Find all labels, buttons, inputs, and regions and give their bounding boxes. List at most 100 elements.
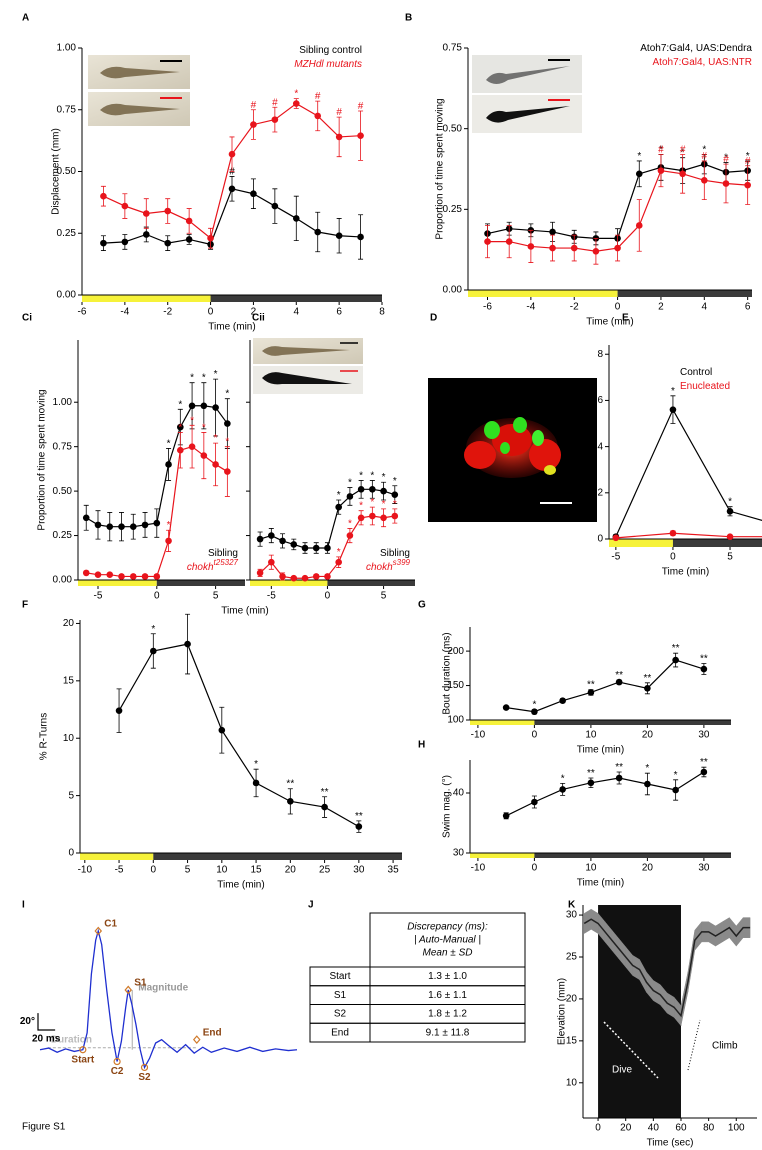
significance-mark: *: [294, 89, 298, 100]
legend-entry: chokht25327: [187, 558, 239, 573]
x-tick-label: 10: [585, 863, 597, 874]
data-point: [121, 202, 129, 210]
data-point: [502, 704, 510, 711]
x-tick-label: 10: [216, 865, 228, 876]
y-tick-label: 0.50: [57, 166, 77, 177]
data-point: [669, 529, 677, 537]
significance-mark: *: [190, 373, 194, 384]
keypoint-label: S2: [138, 1072, 151, 1083]
microscopy-image: [428, 378, 597, 522]
data-point: [314, 112, 322, 120]
significance-mark: *: [348, 518, 352, 529]
significance-mark: *: [151, 624, 155, 635]
significance-mark: **: [615, 670, 623, 681]
x-tick-label: 4: [702, 302, 708, 313]
data-point: [335, 133, 343, 141]
data-point: [164, 207, 172, 215]
data-point: [250, 190, 257, 198]
legend-entry: Enucleated: [680, 381, 730, 392]
legend-label: Control: [680, 367, 712, 378]
data-point: [570, 244, 578, 252]
x-tick-label: 6: [336, 307, 342, 318]
significance-mark: **: [700, 654, 708, 665]
significance-mark: *: [724, 153, 728, 164]
data-point: [527, 243, 535, 250]
keypoint-label: End: [203, 1027, 222, 1038]
x-tick-label: 0: [615, 302, 621, 313]
data-point: [118, 573, 125, 580]
significance-mark: *: [337, 490, 341, 501]
y-tick-label: 15: [566, 1035, 578, 1046]
data-point: [587, 689, 595, 696]
data-point: [121, 238, 129, 246]
data-point: [207, 234, 214, 242]
significance-mark: **: [643, 673, 651, 684]
keypoint: [94, 926, 103, 936]
data-point: [129, 573, 137, 580]
significance-mark: *: [225, 437, 229, 448]
data-point: [635, 170, 643, 178]
series-line: [615, 532, 762, 539]
light-period: [82, 295, 211, 302]
y-axis-label: Proportion of time spent moving: [435, 98, 446, 239]
data-point: [669, 406, 677, 413]
data-point: [722, 180, 730, 187]
data-point: [335, 558, 342, 566]
x-tick-label: -2: [570, 302, 579, 313]
data-point: [357, 233, 364, 241]
y-tick-label: 15: [63, 675, 75, 686]
y-axis-label: Displacement (mm): [51, 128, 62, 215]
significance-mark: *: [359, 501, 363, 512]
table-cell: 1.3 ± 1.0: [428, 971, 467, 982]
legend-label: chokh: [366, 562, 393, 573]
x-tick-label: 20: [285, 865, 297, 876]
panel-label: A: [22, 13, 29, 24]
panel-label: I: [22, 900, 25, 911]
table-cell: 1.6 ± 1.1: [428, 990, 467, 1001]
panel-label: Ci: [22, 313, 32, 324]
x-axis-label: Time (min): [208, 322, 255, 333]
x-tick-label: 0: [595, 1123, 601, 1134]
scale-label: 20°: [20, 1016, 35, 1027]
data-point: [531, 798, 538, 806]
data-point: [357, 486, 365, 493]
climb-guide: [687, 1019, 701, 1071]
y-tick-label: 5: [68, 790, 74, 801]
table-cell: S2: [334, 1009, 347, 1020]
x-tick-label: -6: [483, 302, 492, 313]
x-tick-label: 8: [379, 307, 385, 318]
legend-superscript: t25327: [214, 558, 239, 567]
significance-mark: *: [178, 399, 182, 410]
data-point: [549, 244, 556, 252]
x-tick-label: -5: [115, 865, 124, 876]
panel-label: K: [568, 900, 576, 911]
x-tick-label: 10: [585, 730, 597, 741]
x-tick-label: 0: [151, 865, 157, 876]
significance-mark: *: [645, 763, 649, 774]
data-point: [224, 420, 231, 427]
data-point: [100, 239, 107, 247]
data-point: [153, 573, 161, 580]
keypoint-label: S1: [134, 978, 147, 989]
data-point: [700, 768, 708, 776]
x-tick-label: 100: [728, 1123, 745, 1134]
data-point: [484, 238, 491, 245]
data-point: [380, 487, 387, 495]
annotation: Duration: [51, 1034, 92, 1045]
legend-entry: Sibling control: [299, 45, 362, 56]
significance-mark: **: [355, 811, 363, 822]
significance-mark: *: [214, 369, 218, 380]
significance-mark: **: [700, 757, 708, 768]
panel-label: G: [418, 600, 426, 611]
panel-label: D: [430, 313, 437, 324]
dive-guide: [603, 1021, 659, 1079]
data-point: [301, 544, 309, 552]
x-tick-label: -6: [78, 307, 87, 318]
data-point: [314, 228, 322, 236]
data-point: [391, 491, 399, 498]
significance-mark: #: [680, 144, 686, 155]
y-tick-label: 0.00: [53, 575, 73, 586]
data-point: [212, 404, 219, 411]
